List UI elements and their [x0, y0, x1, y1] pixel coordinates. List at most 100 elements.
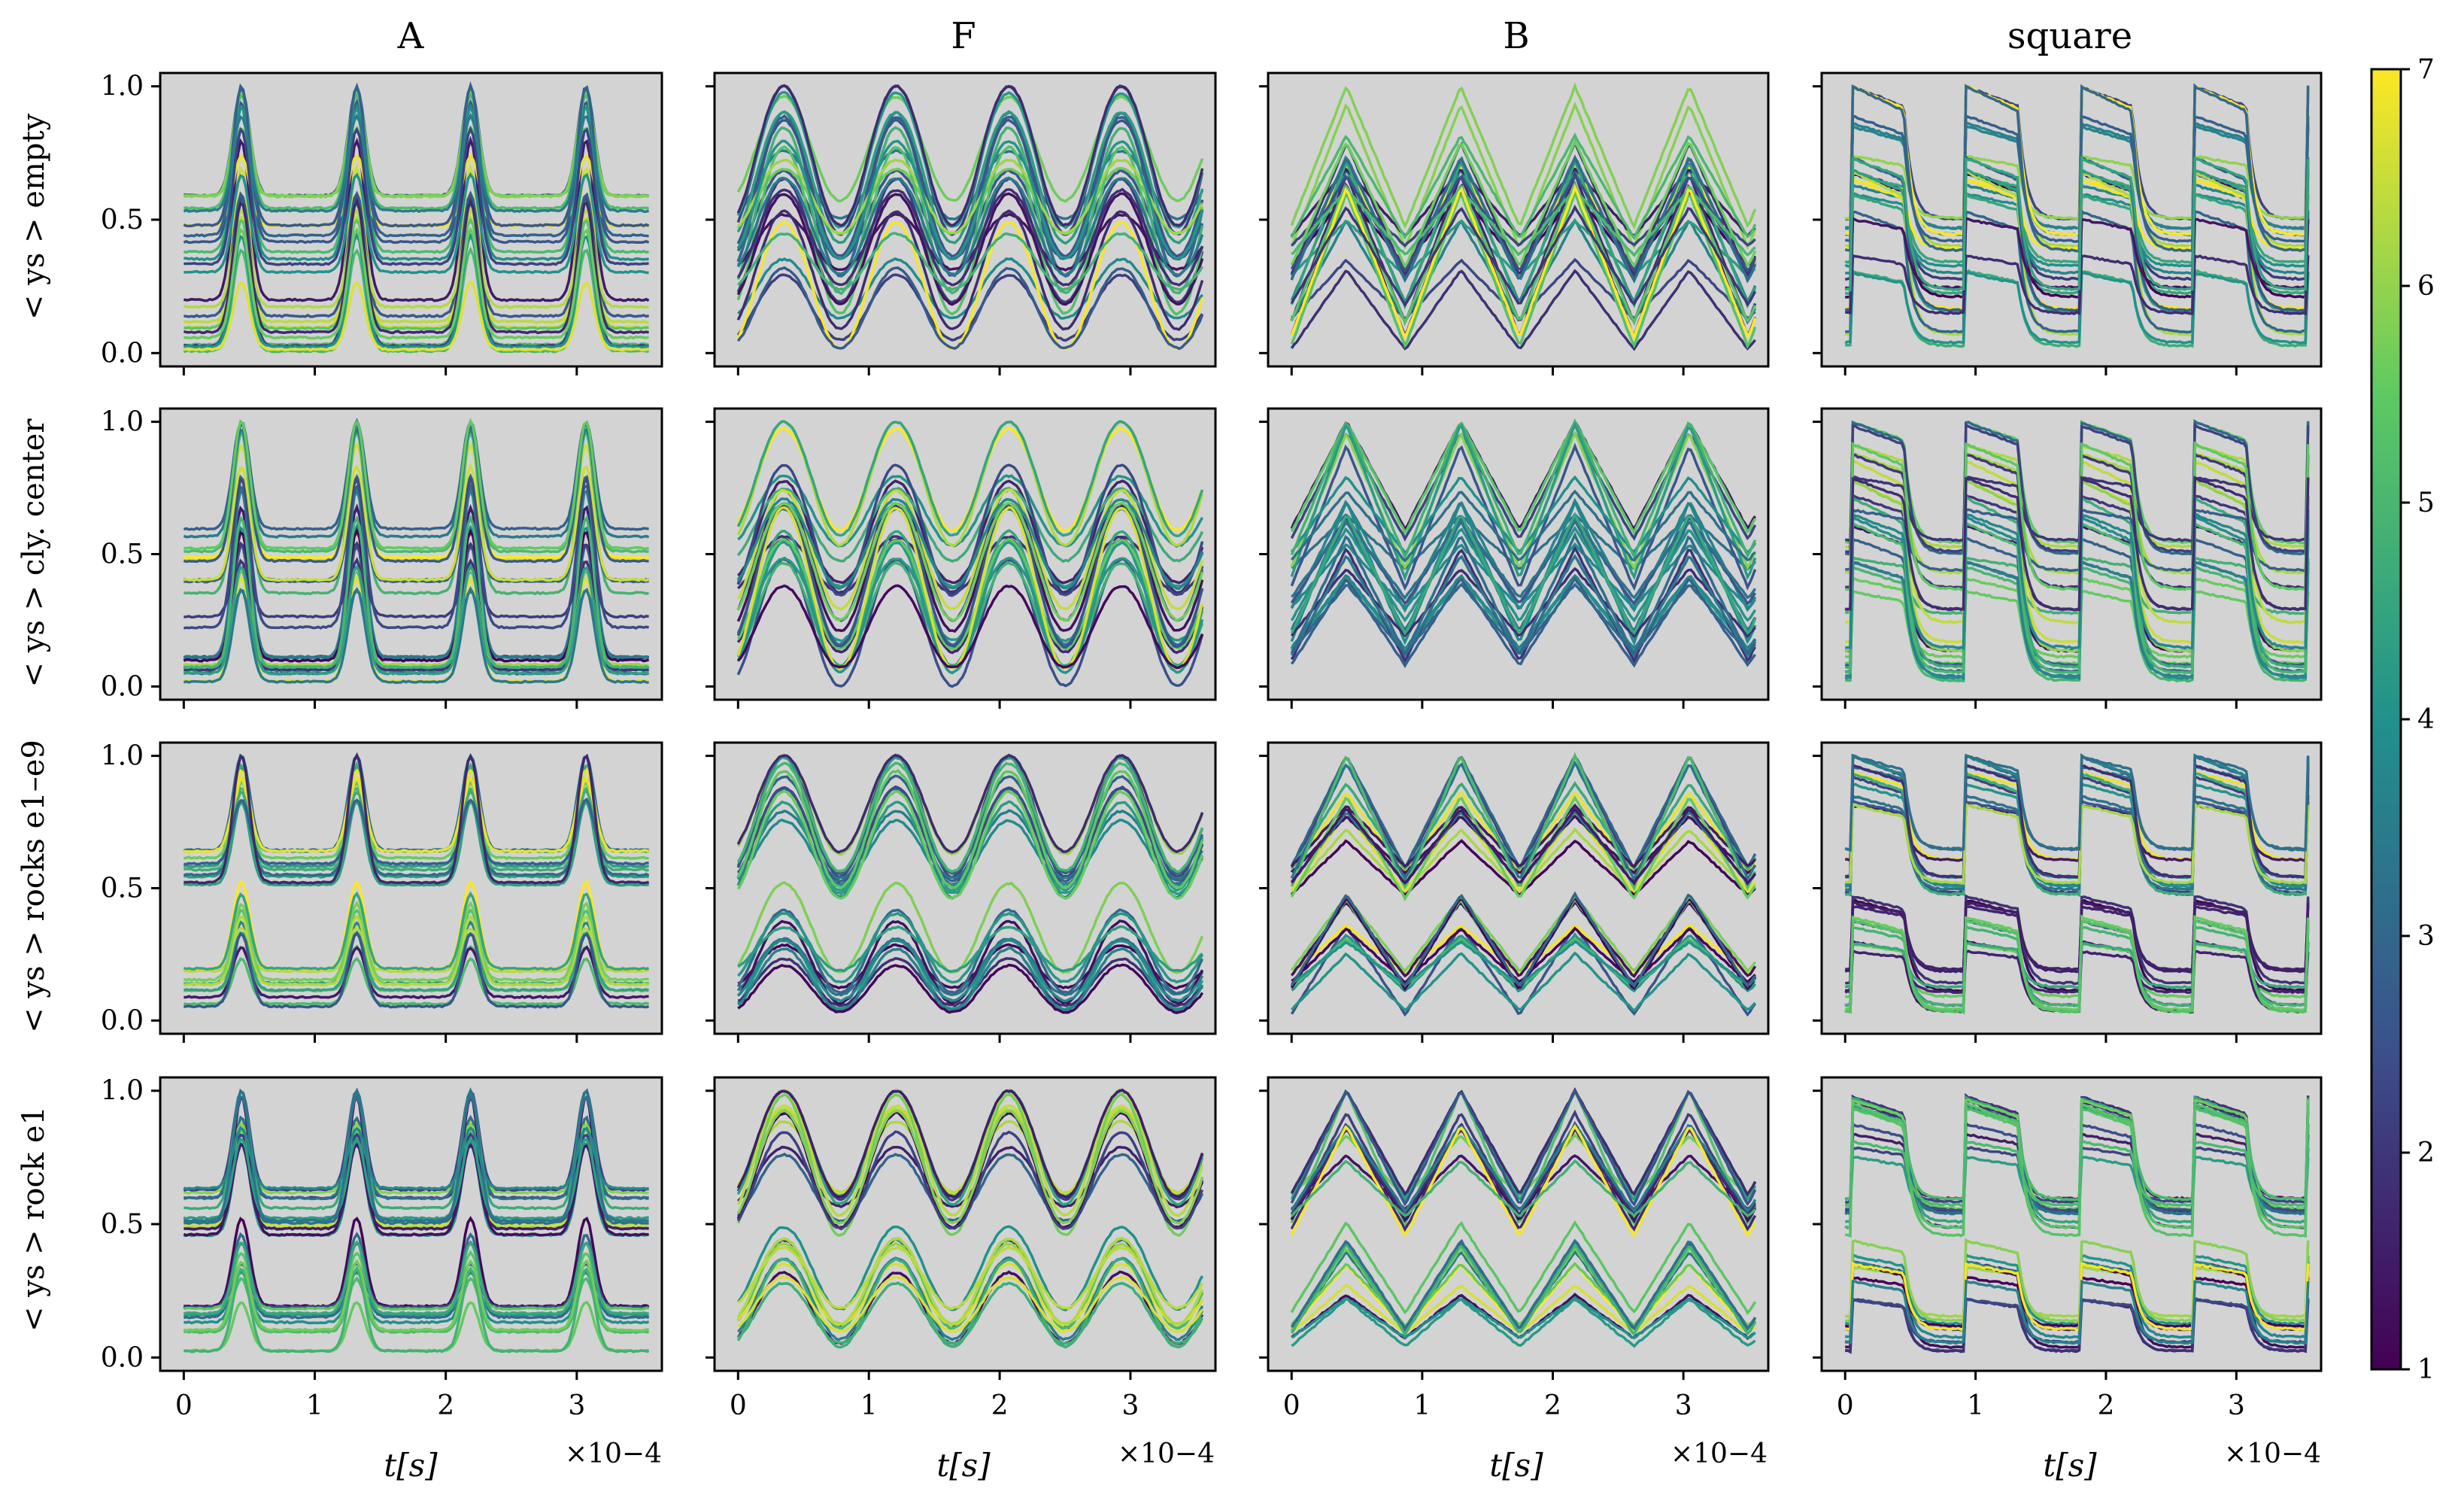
- series-line: [1844, 418, 2310, 556]
- series-line: [736, 94, 1204, 203]
- series-line: [1290, 82, 1757, 230]
- series-line: [736, 908, 1204, 995]
- series-line: [737, 963, 1204, 1015]
- series-line: [184, 226, 650, 340]
- series-line: [736, 1257, 1204, 1349]
- series-line: [183, 1240, 650, 1316]
- series-line: [736, 761, 1204, 874]
- series-line: [737, 1275, 1203, 1333]
- series-line: [183, 279, 650, 352]
- y-tick-label: 0.5: [101, 205, 144, 235]
- series-line: [1290, 531, 1757, 658]
- series-line: [1845, 1261, 2310, 1350]
- colorbar-tick-label: 5: [2417, 488, 2435, 518]
- colorbar-tick-label: 7: [2417, 54, 2435, 85]
- series-line: [736, 1262, 1204, 1326]
- series-line: [183, 1126, 649, 1191]
- series-line: [1845, 254, 2310, 316]
- series-line: [1844, 793, 2310, 892]
- x-tick-label: 3: [1675, 1390, 1692, 1421]
- series-line: [737, 912, 1204, 984]
- y-tick-label: 1.0: [101, 1076, 144, 1107]
- series-line: [1844, 923, 2310, 1008]
- series-line: [184, 1087, 650, 1211]
- series-line: [183, 1259, 649, 1332]
- series-line: [183, 135, 650, 302]
- series-line: [1845, 905, 2310, 972]
- series-line: [1845, 770, 2310, 898]
- series-line: [1844, 941, 2310, 989]
- series-line: [183, 779, 649, 861]
- x-multiplier-F: ×10−4: [1118, 1439, 1215, 1469]
- y-tick-label: 0.0: [101, 671, 144, 702]
- series-line: [1844, 901, 2310, 974]
- series-line: [736, 209, 1204, 331]
- panel-B-row-1: [1259, 71, 1770, 375]
- series-line: [737, 474, 1204, 548]
- row-label-cly-center: < ys > cly. center: [17, 418, 51, 688]
- series-line: [1844, 762, 2310, 879]
- series-group: [736, 1088, 1204, 1349]
- series-line: [184, 931, 650, 1009]
- series-line: [736, 506, 1204, 670]
- series-line: [736, 176, 1204, 277]
- series-line: [1290, 418, 1757, 536]
- series-line: [1844, 171, 2310, 264]
- y-tick-label: 0.5: [101, 1209, 144, 1240]
- series-line: [1844, 475, 2310, 542]
- series-line: [1844, 770, 2310, 862]
- series-line: [183, 891, 650, 971]
- series-line: [1845, 441, 2310, 591]
- series-line: [736, 266, 1204, 351]
- series-line: [736, 1236, 1204, 1326]
- x-tick-label: 1: [306, 1390, 323, 1421]
- series-line: [1844, 752, 2310, 852]
- series-line: [1844, 123, 2310, 231]
- series-line: [183, 231, 649, 349]
- series-line: [184, 945, 649, 1000]
- series-line: [736, 420, 1204, 537]
- panel-grid: 0.0 0.5 1.0 0.0 0.5 1.0 0.0 0.5 1.0 0 1 2 3 0.0 0.5 1.0…: [101, 71, 2323, 1421]
- series-line: [1845, 422, 2310, 554]
- series-group: [1290, 752, 1757, 1017]
- panel-A-row-3: 0.0 0.5 1.0: [101, 741, 663, 1043]
- series-line: [183, 418, 649, 531]
- series-line: [1844, 171, 2310, 299]
- series-line: [1845, 154, 2310, 220]
- series-line: [1844, 1104, 2310, 1230]
- series-line: [736, 504, 1204, 633]
- series-group: [1844, 752, 2310, 1015]
- series-line: [1844, 801, 2310, 885]
- series-line: [1844, 949, 2310, 995]
- series-line: [1844, 269, 2310, 345]
- series-line: [736, 540, 1204, 675]
- series-line: [737, 1245, 1204, 1311]
- series-line: [183, 930, 650, 992]
- colorbar-ticks: 1 2 3 4 5 6 7: [2401, 54, 2435, 1385]
- series-line: [183, 197, 650, 335]
- series-line: [184, 1265, 650, 1354]
- series-line: [736, 769, 1204, 889]
- series-line: [1844, 917, 2310, 1015]
- row-label-rocks: < ys > rocks e1–e9: [17, 740, 51, 1033]
- series-group: [1290, 1086, 1757, 1348]
- panel-A-row-4: 0 1 2 3 0.0 0.5 1.0: [101, 1076, 663, 1421]
- series-line: [184, 172, 649, 275]
- series-line: [183, 485, 650, 659]
- series-line: [184, 418, 650, 551]
- series-line: [737, 584, 1204, 670]
- x-tick-label: 0: [730, 1390, 747, 1421]
- series-group: [1290, 418, 1757, 669]
- series-line: [736, 774, 1204, 875]
- series-group: [1844, 418, 2310, 683]
- series-line: [184, 126, 650, 266]
- column-title-F: F: [951, 15, 976, 57]
- series-line: [1290, 1242, 1757, 1337]
- column-title-B: B: [1503, 15, 1529, 57]
- series-group: [1844, 82, 2310, 348]
- series-line: [1290, 204, 1757, 308]
- y-tick-label: 1.0: [101, 741, 144, 772]
- series-line: [184, 914, 649, 987]
- series-line: [1844, 442, 2310, 550]
